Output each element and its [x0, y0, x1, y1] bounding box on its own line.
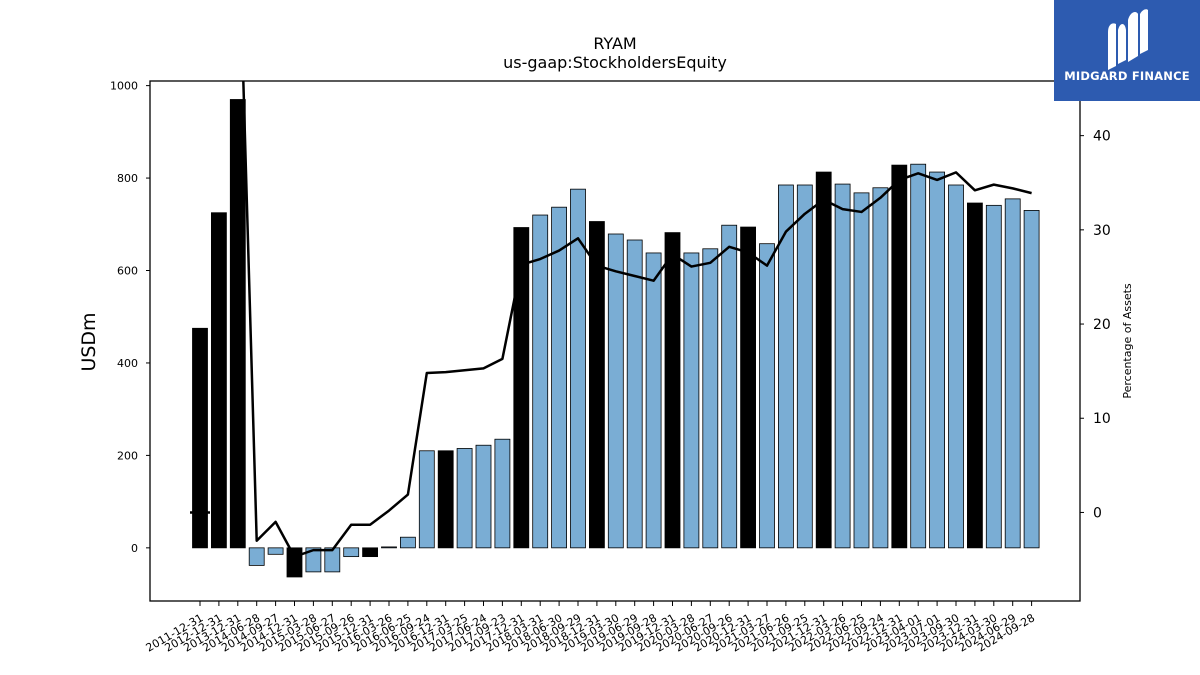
bar-2018-12-31	[589, 221, 605, 549]
y2-tick-label: 10	[1093, 411, 1111, 427]
y2-tick-label: 40	[1093, 129, 1111, 145]
bar-2022-03-26	[834, 183, 851, 549]
y-tick-label: 200	[117, 449, 138, 462]
bar-2014-06-28	[248, 547, 265, 566]
bar-2022-09-24	[872, 187, 889, 549]
plot-area	[190, 81, 1040, 578]
bar-2018-06-30	[551, 206, 567, 549]
logo-text: MIDGARD FINANCE	[1064, 69, 1190, 83]
bar-2019-12-31	[664, 232, 681, 549]
bar-2023-04-01	[910, 163, 927, 549]
bar-2021-06-26	[778, 184, 794, 549]
chart-subtitle: us-gaap:StockholdersEquity	[503, 53, 727, 72]
bar-2013-12-31	[229, 99, 246, 549]
y2-tick-label: 20	[1093, 317, 1111, 333]
bar-2023-07-01	[929, 171, 945, 549]
bar-2022-12-31	[891, 164, 908, 549]
chart-title: RYAM	[593, 34, 636, 53]
bar-2015-09-26	[343, 547, 360, 558]
pct-assets-line	[242, 81, 1032, 558]
bar-2014-09-27	[267, 547, 284, 555]
y-tick-label: 1000	[110, 80, 138, 93]
bar-2016-12-31	[437, 450, 454, 549]
y-tick-label: 600	[117, 265, 138, 278]
y2-tick-label: 30	[1093, 223, 1111, 239]
bar-2019-09-28	[645, 252, 662, 549]
bar-2015-12-31	[362, 547, 379, 558]
bar-2022-06-25	[853, 192, 870, 549]
bar-2020-09-26	[721, 224, 738, 549]
bar-2024-09-28	[1023, 210, 1040, 549]
bar-2019-06-29	[626, 239, 643, 549]
bar-2016-09-24	[418, 450, 435, 549]
bar-2015-06-27	[324, 547, 341, 573]
bar-2024-03-30	[985, 204, 1002, 549]
bar-2014-12-31	[286, 547, 303, 578]
bar-2024-06-29	[1004, 198, 1021, 549]
bar-2021-03-27	[759, 243, 775, 549]
bar-2023-12-31	[967, 202, 983, 549]
bar-2017-03-25	[456, 448, 473, 549]
bar-2017-06-24	[475, 444, 492, 549]
bar-2016-06-25	[399, 536, 416, 549]
bar-2018-09-29	[570, 188, 586, 549]
bar-2012-12-31	[210, 212, 227, 549]
bar-2017-12-31	[513, 227, 530, 549]
y-tick-label: 0	[131, 542, 138, 555]
bar-2011-12-31	[192, 327, 208, 549]
axes: 020040060080010000102030402011-12-312012…	[110, 80, 1111, 655]
bar-2017-09-23	[494, 438, 511, 549]
y-tick-label: 400	[117, 357, 138, 370]
bar-2020-12-31	[740, 226, 756, 549]
midgard-finance-logo: MIDGARD FINANCE	[1054, 0, 1200, 101]
bar-2023-09-30	[948, 184, 964, 549]
y2-tick-label: 0	[1093, 505, 1102, 521]
y-tick-label: 800	[117, 172, 138, 185]
bar-2021-12-31	[815, 171, 832, 549]
bar-2019-03-30	[607, 233, 624, 549]
y2-axis-label: Percentage of Assets	[1121, 283, 1134, 399]
bar-2020-06-27	[702, 248, 719, 549]
bar-2016-03-26	[381, 546, 397, 549]
y-axis-label: USDm	[78, 312, 100, 371]
bar-2015-03-28	[305, 547, 322, 573]
bar-2020-03-28	[683, 252, 700, 549]
bar-2018-03-31	[532, 214, 549, 549]
plot-frame	[149, 80, 1081, 602]
midgard-logo-icon	[1108, 9, 1148, 70]
bar-2021-09-25	[796, 184, 813, 549]
